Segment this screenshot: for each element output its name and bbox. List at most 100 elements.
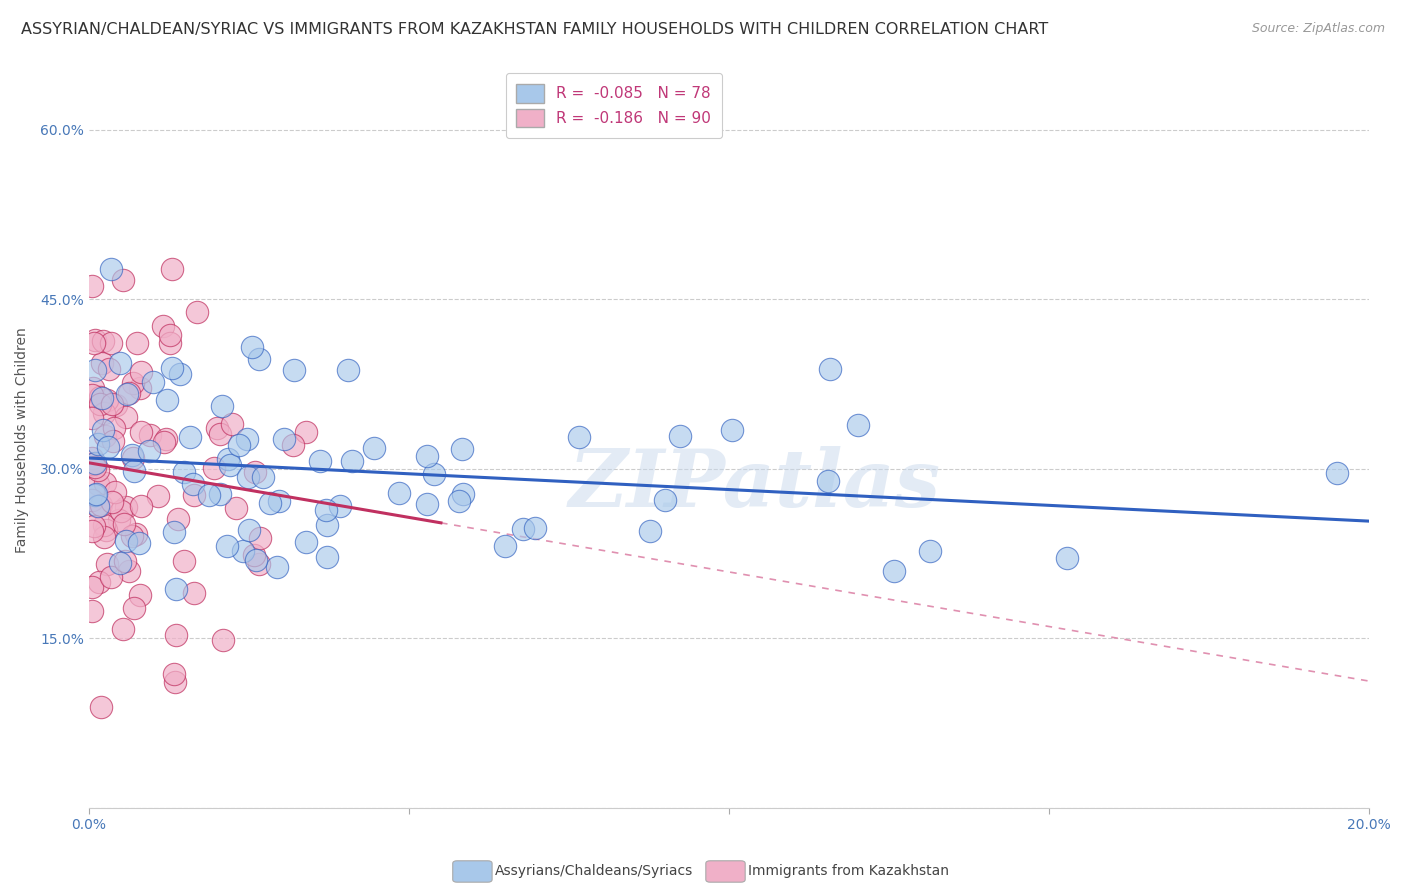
- Point: [80, 450, 103, 465]
- Point: [121, 528, 143, 542]
- Text: Assyrians/Chaldeans/Syriacs: Assyrians/Chaldeans/Syriacs: [495, 864, 693, 879]
- Point: [336, 362, 359, 376]
- Point: [89, 575, 111, 590]
- Point: [316, 518, 339, 533]
- Point: [163, 674, 186, 689]
- Point: [93, 406, 115, 420]
- Point: [122, 464, 145, 478]
- Point: [83, 336, 105, 351]
- Point: [495, 539, 517, 553]
- Point: [173, 465, 195, 479]
- Point: [83, 519, 105, 533]
- Point: [243, 548, 266, 562]
- Point: [90, 498, 112, 512]
- Point: [159, 327, 181, 342]
- Point: [267, 494, 290, 508]
- Point: [295, 425, 318, 439]
- Point: [451, 442, 474, 456]
- Point: [86, 499, 108, 513]
- Point: [654, 493, 676, 508]
- Point: [89, 396, 111, 410]
- Point: [129, 499, 152, 513]
- Point: [340, 454, 363, 468]
- Point: [416, 449, 439, 463]
- Text: ASSYRIAN/CHALDEAN/SYRIAC VS IMMIGRANTS FROM KAZAKHSTAN FAMILY HOUSEHOLDS WITH CH: ASSYRIAN/CHALDEAN/SYRIAC VS IMMIGRANTS F…: [21, 22, 1049, 37]
- Point: [96, 392, 118, 407]
- Point: [207, 421, 229, 435]
- Point: [152, 318, 174, 333]
- Point: [94, 523, 117, 537]
- Point: [163, 524, 186, 539]
- Point: [90, 391, 112, 405]
- Point: [100, 570, 122, 584]
- Point: [84, 456, 107, 470]
- Point: [96, 558, 118, 572]
- Point: [84, 488, 107, 502]
- Point: [249, 531, 271, 545]
- Point: [122, 451, 145, 466]
- Point: [363, 441, 385, 455]
- Point: [208, 486, 231, 500]
- Point: [247, 558, 270, 572]
- Point: [228, 438, 250, 452]
- Point: [100, 335, 122, 350]
- Point: [112, 622, 135, 636]
- Point: [101, 434, 124, 449]
- Point: [118, 564, 141, 578]
- Point: [115, 534, 138, 549]
- Point: [568, 429, 591, 443]
- Point: [202, 461, 225, 475]
- Point: [97, 440, 120, 454]
- Point: [512, 522, 534, 536]
- Point: [139, 428, 162, 442]
- Point: [183, 586, 205, 600]
- Point: [159, 336, 181, 351]
- Point: [100, 261, 122, 276]
- Point: [110, 556, 132, 570]
- Point: [388, 486, 411, 500]
- Y-axis label: Family Households with Children: Family Households with Children: [15, 327, 30, 553]
- Point: [208, 426, 231, 441]
- Point: [640, 524, 662, 538]
- Point: [449, 494, 471, 508]
- Point: [247, 352, 270, 367]
- Point: [90, 699, 112, 714]
- Point: [112, 516, 135, 531]
- Point: [846, 417, 869, 432]
- Point: [104, 484, 127, 499]
- Point: [91, 334, 114, 348]
- Point: [259, 496, 281, 510]
- Point: [80, 524, 103, 538]
- Point: [128, 536, 150, 550]
- Point: [236, 469, 259, 483]
- Point: [90, 356, 112, 370]
- Point: [169, 368, 191, 382]
- Point: [197, 488, 219, 502]
- Point: [105, 398, 128, 412]
- Point: [273, 433, 295, 447]
- Point: [83, 333, 105, 347]
- Point: [111, 273, 134, 287]
- Point: [80, 492, 103, 507]
- Point: [219, 458, 242, 473]
- Point: [142, 375, 165, 389]
- Point: [883, 564, 905, 578]
- Legend: R =  -0.085   N = 78, R =  -0.186   N = 90: R = -0.085 N = 78, R = -0.186 N = 90: [506, 73, 721, 138]
- Point: [121, 448, 143, 462]
- Point: [155, 432, 177, 446]
- Point: [89, 390, 111, 404]
- Point: [160, 361, 183, 376]
- Point: [86, 436, 108, 450]
- Point: [122, 601, 145, 615]
- Point: [115, 500, 138, 514]
- Point: [920, 543, 942, 558]
- Point: [245, 553, 267, 567]
- Point: [451, 487, 474, 501]
- Point: [315, 503, 337, 517]
- Point: [817, 474, 839, 488]
- Point: [415, 497, 437, 511]
- Point: [84, 487, 107, 501]
- Text: ZIPatlas: ZIPatlas: [568, 446, 941, 524]
- Point: [122, 376, 145, 390]
- Point: [101, 397, 124, 411]
